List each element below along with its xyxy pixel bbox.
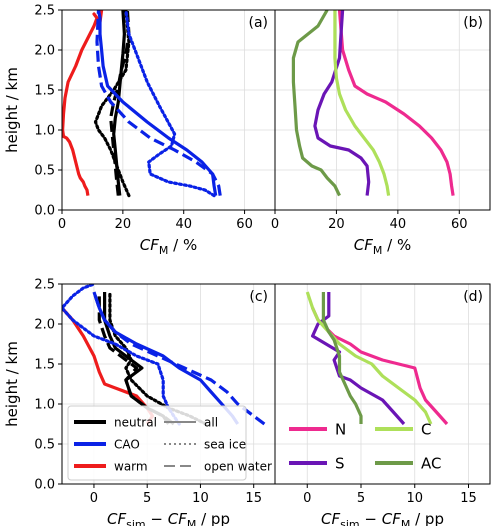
y-tick-label: 0.5 xyxy=(34,164,55,179)
x-label-part: / pp xyxy=(196,510,230,526)
y-tick-label: 2.0 xyxy=(34,44,55,59)
series-line-5 xyxy=(124,10,216,198)
panel-d: 0 5 10 15(d)CFsim − CFM / ppN CS AC xyxy=(274,283,491,526)
series-line-5 xyxy=(62,284,181,426)
series-line-ac xyxy=(321,292,363,424)
x-label-part: / % xyxy=(382,236,411,254)
x-label-subscript: M xyxy=(401,518,411,526)
legend-label: warm xyxy=(114,460,148,474)
legend: N C S AC xyxy=(289,421,441,473)
x-label-part: CF xyxy=(354,236,373,254)
x-label-subscript: M xyxy=(373,244,383,257)
panel-label: (b) xyxy=(463,15,483,31)
x-axis-label: CFsim − CFM / pp xyxy=(321,510,444,526)
y-axis-label: height / km xyxy=(3,341,21,427)
series-line-n xyxy=(311,307,449,426)
x-axis-label: CFM / % xyxy=(354,236,411,257)
panel-label: (d) xyxy=(463,289,483,305)
series-line-0 xyxy=(62,10,104,196)
legend-label: open water xyxy=(204,460,272,474)
y-tick-label: 2.0 xyxy=(34,318,55,333)
x-tick-label: 10 xyxy=(192,491,209,506)
x-axis-label: CFM / % xyxy=(140,236,197,257)
series-line-3 xyxy=(109,10,131,196)
y-tick-label: 0.0 xyxy=(34,478,55,493)
x-label-part: CF xyxy=(321,510,340,526)
series-group xyxy=(62,10,222,198)
panel-label: (a) xyxy=(248,15,268,31)
x-tick-label: 10 xyxy=(406,491,423,506)
y-tick-label: 2.5 xyxy=(34,278,55,293)
x-label-part: − xyxy=(146,510,168,526)
x-tick-label: 40 xyxy=(390,217,407,232)
x-label-part: / % xyxy=(168,236,197,254)
y-tick-label: 1.0 xyxy=(34,398,55,413)
x-label-part: CF xyxy=(168,510,187,526)
x-label-subscript: M xyxy=(159,244,169,257)
legend-label: AC xyxy=(421,455,441,473)
y-tick-label: 1.0 xyxy=(34,124,55,139)
x-label-subscript: sim xyxy=(340,518,360,526)
series-line-6 xyxy=(92,291,266,426)
x-tick-label: 0 xyxy=(90,491,98,506)
legend-box xyxy=(67,405,247,481)
y-tick-label: 1.5 xyxy=(34,358,55,373)
x-tick-label: 20 xyxy=(115,217,132,232)
x-tick-label: 60 xyxy=(236,217,253,232)
legend-label: CAO xyxy=(114,438,140,452)
y-axis-label: height / km xyxy=(3,67,21,153)
series-group xyxy=(291,10,455,197)
x-tick-label: 20 xyxy=(328,217,345,232)
x-label-subscript: sim xyxy=(126,518,146,526)
series-line-c xyxy=(305,291,433,425)
y-tick-label: 2.5 xyxy=(34,4,55,19)
axes-frame xyxy=(61,9,276,211)
series-line-ac xyxy=(291,10,341,197)
series-line-n xyxy=(337,10,455,196)
panel-c: 0 5 10 15 0.0 0.5 1.0 1.5 2.0 2.5 height / km (c) CF… xyxy=(3,278,276,526)
series-group xyxy=(305,291,449,426)
x-tick-label: 60 xyxy=(451,217,468,232)
legend-label: neutral xyxy=(114,416,157,430)
x-label-part: CF xyxy=(382,510,401,526)
legend-label: C xyxy=(421,421,431,439)
legend: neutral CAO warm all sea ice open water xyxy=(67,405,272,481)
x-tick-label: 15 xyxy=(460,491,477,506)
panel-label: (c) xyxy=(249,289,268,305)
x-label-part: CF xyxy=(140,236,159,254)
x-tick-label: 15 xyxy=(245,491,262,506)
legend-label: S xyxy=(335,455,345,473)
x-label-subscript: M xyxy=(187,518,197,526)
legend-label: N xyxy=(335,421,346,439)
y-tick-label: 1.5 xyxy=(34,84,55,99)
axes-frame xyxy=(274,283,491,485)
x-tick-label: 0 xyxy=(271,217,279,232)
x-label-part: CF xyxy=(107,510,126,526)
y-tick-label: 0.5 xyxy=(34,438,55,453)
y-tick-label: 0.0 xyxy=(34,204,55,219)
series-line-c xyxy=(333,10,391,196)
series-line-6 xyxy=(95,10,222,196)
series-line-s xyxy=(313,10,371,196)
series-line-2 xyxy=(93,10,131,198)
panel-b: 0 20 40 60 (b) CFM / % xyxy=(271,9,491,257)
x-tick-label: 5 xyxy=(357,491,365,506)
x-tick-label: 5 xyxy=(143,491,151,506)
axes-frame xyxy=(274,9,491,211)
x-tick-label: 0 xyxy=(58,217,66,232)
x-axis-label: CFsim − CFM / pp xyxy=(107,510,230,526)
x-label-part: − xyxy=(360,510,382,526)
legend-label: sea ice xyxy=(204,438,246,452)
x-label-part: / pp xyxy=(410,510,444,526)
panel-a: 0 20 40 60 0.0 0.5 1.0 1.5 2.0 2.5 height / km (a) C… xyxy=(3,4,276,257)
x-tick-label: 40 xyxy=(175,217,192,232)
x-tick-label: 0 xyxy=(303,491,311,506)
series-group xyxy=(62,284,266,426)
legend-label: all xyxy=(204,416,218,430)
